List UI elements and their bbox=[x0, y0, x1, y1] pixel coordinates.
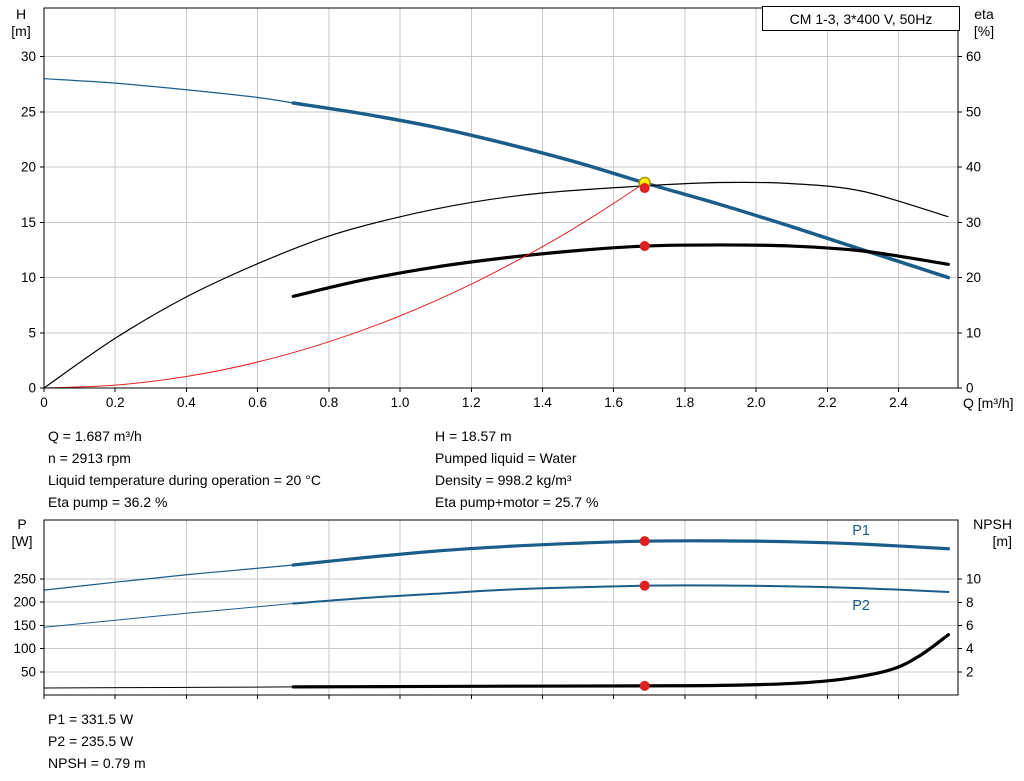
info-line-density: Density = 998.2 kg/m³ bbox=[435, 472, 572, 488]
right-tick-label: 2 bbox=[966, 664, 974, 679]
info-line-q: Q = 1.687 m³/h bbox=[48, 428, 142, 444]
curve-eta-pump-motor bbox=[291, 243, 950, 298]
left-tick-label: 20 bbox=[21, 160, 36, 175]
operating-point-dot bbox=[639, 183, 650, 194]
operating-point-dot bbox=[639, 241, 650, 252]
info-line-n: n = 2913 rpm bbox=[48, 450, 131, 466]
pump-model-title-text: CM 1-3, 3*400 V, 50Hz bbox=[789, 10, 933, 27]
left-tick-label: 250 bbox=[13, 571, 36, 586]
x-tick-label: 0.8 bbox=[319, 395, 338, 410]
right-tick-label: 10 bbox=[966, 572, 981, 587]
curve-head bbox=[291, 101, 951, 280]
npsh-axis-label-line2: [m] bbox=[992, 533, 1012, 549]
curve-p1-lead bbox=[43, 564, 294, 591]
x-tick-label: 2.0 bbox=[747, 395, 766, 410]
right-tick-label: 0 bbox=[966, 381, 974, 396]
x-tick-label: 2.2 bbox=[818, 395, 837, 410]
right-tick-label: 10 bbox=[966, 325, 981, 340]
p-axis-label: P [W] bbox=[4, 516, 40, 550]
left-tick-label: 150 bbox=[13, 618, 36, 633]
curve-p2-lead bbox=[43, 603, 294, 628]
x-tick-label: 1.2 bbox=[462, 395, 481, 410]
pump-model-title: CM 1-3, 3*400 V, 50Hz bbox=[762, 6, 960, 31]
curve-npsh bbox=[291, 633, 950, 689]
right-tick-label: 6 bbox=[966, 618, 974, 633]
right-tick-label: 50 bbox=[966, 104, 981, 119]
info-line-liquid-temp: Liquid temperature during operation = 20… bbox=[48, 472, 321, 488]
info-line-h: H = 18.57 m bbox=[435, 428, 512, 444]
power-npsh-chart: P1 P2 50 100 150 200 250 2 4 6 8 10 bbox=[13, 519, 981, 699]
curve-npsh-lead bbox=[43, 686, 294, 689]
curve-system-curve bbox=[43, 182, 645, 389]
curve-eta-pump bbox=[43, 181, 949, 389]
right-tick-label: 60 bbox=[966, 49, 981, 64]
npsh-axis-label: NPSH [m] bbox=[960, 516, 1012, 550]
right-tick-label: 8 bbox=[966, 595, 974, 610]
left-tick-label: 30 bbox=[21, 49, 36, 64]
h-axis-label-line2: [m] bbox=[11, 23, 31, 39]
left-tick-label: 15 bbox=[21, 215, 36, 230]
x-tick-label: 2.4 bbox=[889, 395, 908, 410]
left-tick-label: 5 bbox=[28, 325, 36, 340]
right-tick-label: 20 bbox=[966, 270, 981, 285]
gridlines bbox=[44, 520, 958, 695]
curve-label-p1: P1 bbox=[852, 523, 870, 539]
operating-info-right: H = 18.57 m Pumped liquid = Water Densit… bbox=[435, 425, 598, 513]
plot-frame bbox=[43, 7, 959, 389]
operating-point-dot bbox=[639, 580, 650, 591]
info-line-pumped-liquid: Pumped liquid = Water bbox=[435, 450, 577, 466]
left-tick-label: 200 bbox=[13, 595, 36, 610]
gridlines bbox=[44, 8, 958, 388]
right-tick-label: 30 bbox=[966, 215, 981, 230]
x-tick-label: 1.6 bbox=[604, 395, 623, 410]
p-axis-label-line1: P bbox=[17, 516, 27, 532]
x-tick-label: 0.2 bbox=[106, 395, 125, 410]
info-line-npsh: NPSH = 0.79 m bbox=[48, 755, 146, 771]
info-line-eta-pump: Eta pump = 36.2 % bbox=[48, 494, 168, 510]
curve-head-lead bbox=[43, 78, 294, 104]
x-tick-label: 0.6 bbox=[248, 395, 267, 410]
x-tick-label: 0.4 bbox=[177, 395, 196, 410]
plot-frame bbox=[43, 519, 959, 696]
info-line-p1: P1 = 331.5 W bbox=[48, 711, 134, 727]
eta-axis-label-line2: [%] bbox=[973, 23, 995, 39]
left-tick-label: 25 bbox=[21, 104, 36, 119]
curve-p2 bbox=[292, 584, 950, 605]
tick-marks bbox=[40, 56, 962, 392]
eta-axis-label-line1: eta bbox=[974, 6, 994, 22]
npsh-axis-label-line1: NPSH bbox=[973, 516, 1012, 532]
q-axis-label: Q [m³/h] bbox=[963, 395, 1014, 411]
left-tick-label: 100 bbox=[13, 641, 36, 656]
p-axis-label-line2: [W] bbox=[11, 533, 33, 549]
operating-point-dot bbox=[639, 536, 650, 547]
h-axis-label-line1: H bbox=[15, 6, 27, 22]
info-line-eta-pump-motor: Eta pump+motor = 25.7 % bbox=[435, 494, 599, 510]
left-tick-label: 0 bbox=[28, 381, 36, 396]
h-axis-label: H [m] bbox=[2, 6, 40, 40]
x-tick-label: 1.4 bbox=[533, 395, 552, 410]
curve-p1 bbox=[291, 539, 950, 567]
left-tick-label: 50 bbox=[21, 664, 36, 679]
x-tick-label: 1.8 bbox=[676, 395, 695, 410]
power-npsh-info: P1 = 331.5 W P2 = 235.5 W NPSH = 0.79 m bbox=[48, 708, 146, 774]
right-tick-label: 4 bbox=[966, 641, 974, 656]
x-tick-label: 1.0 bbox=[391, 395, 410, 410]
left-tick-label: 10 bbox=[21, 270, 36, 285]
eta-axis-label: eta [%] bbox=[962, 6, 1006, 40]
right-tick-label: 40 bbox=[966, 160, 981, 175]
operating-point-dot bbox=[639, 680, 650, 691]
x-tick-label: 0 bbox=[40, 395, 48, 410]
operating-info-left: Q = 1.687 m³/h n = 2913 rpm Liquid tempe… bbox=[48, 425, 321, 513]
curve-label-p2: P2 bbox=[852, 598, 870, 614]
info-line-p2: P2 = 235.5 W bbox=[48, 733, 134, 749]
qh-eta-chart: 0 0.2 0.4 0.6 0.8 1.0 1.2 1.4 1.6 1.8 2.0 2.2 2.4 0 5 1… bbox=[21, 7, 981, 410]
tick-marks bbox=[40, 578, 962, 699]
